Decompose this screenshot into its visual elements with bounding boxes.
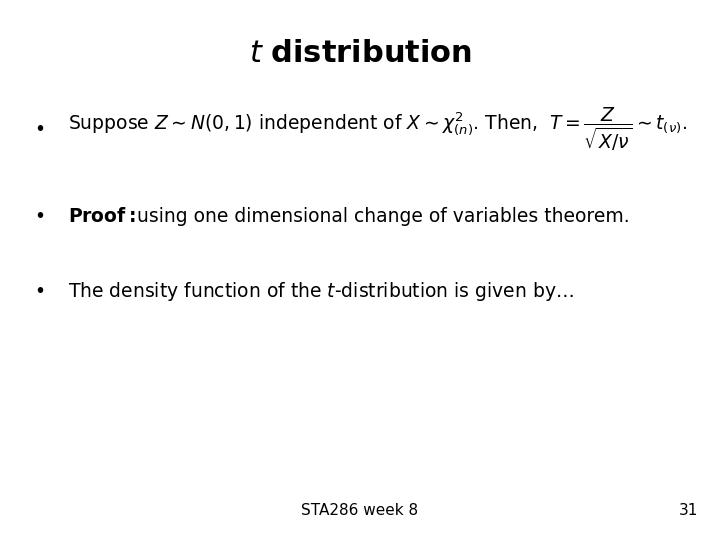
Text: •: • bbox=[34, 206, 45, 226]
Text: Suppose $Z \sim N(0,1)$ independent of $X \sim \chi^2_{(n)}$. Then,  $T = \dfrac: Suppose $Z \sim N(0,1)$ independent of $… bbox=[68, 106, 688, 153]
Text: $\mathbf{Proof:}$: $\mathbf{Proof:}$ bbox=[68, 206, 136, 226]
Text: $\mathit{t}$ $\mathbf{distribution}$: $\mathit{t}$ $\mathbf{distribution}$ bbox=[248, 38, 472, 69]
Text: •: • bbox=[34, 282, 45, 301]
Text: The density function of the $t$-distribution is given by…: The density function of the $t$-distribu… bbox=[68, 280, 575, 303]
Text: •: • bbox=[34, 120, 45, 139]
Text: STA286 week 8: STA286 week 8 bbox=[302, 503, 418, 518]
Text: using one dimensional change of variables theorem.: using one dimensional change of variable… bbox=[137, 206, 629, 226]
Text: 31: 31 bbox=[679, 503, 698, 518]
